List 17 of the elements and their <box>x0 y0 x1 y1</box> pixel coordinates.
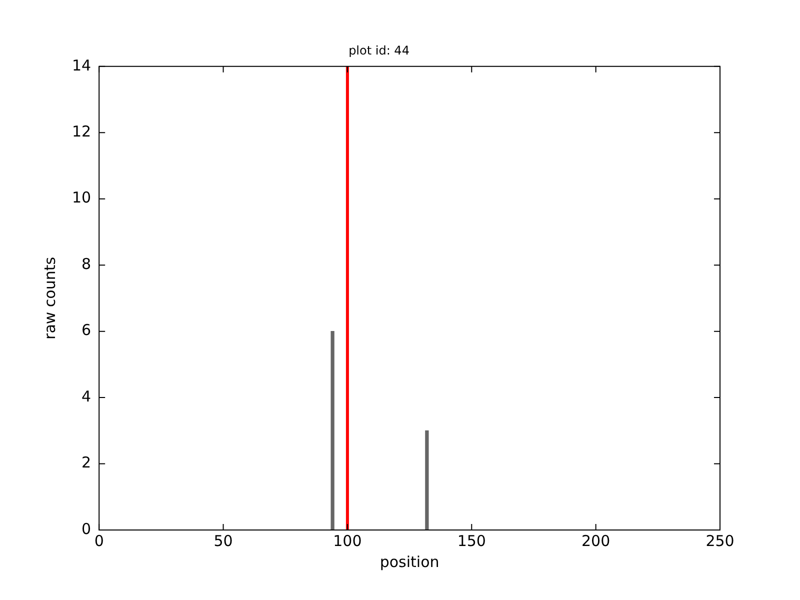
y-tick-label: 2 <box>82 454 92 472</box>
x-tick-label: 150 <box>457 532 486 550</box>
x-tick-label: 50 <box>214 532 233 550</box>
y-tick-label: 6 <box>82 321 92 340</box>
y-tick-label: 0 <box>82 520 92 538</box>
x-tick-label: 100 <box>333 532 362 550</box>
y-tick-label: 12 <box>72 122 92 141</box>
x-tick-label: 0 <box>94 532 104 550</box>
y-tick-label: 4 <box>82 387 92 406</box>
y-axis-title: raw counts <box>40 256 59 340</box>
y-tick-label: 10 <box>72 188 92 207</box>
y-tick-label: 14 <box>72 56 92 74</box>
x-tick-label: 200 <box>581 532 610 550</box>
y-tick-label: 8 <box>82 254 92 273</box>
chart-title: plot id: 44 <box>348 43 410 58</box>
x-axis-title: position <box>380 552 440 571</box>
x-tick-label: 250 <box>706 532 734 550</box>
